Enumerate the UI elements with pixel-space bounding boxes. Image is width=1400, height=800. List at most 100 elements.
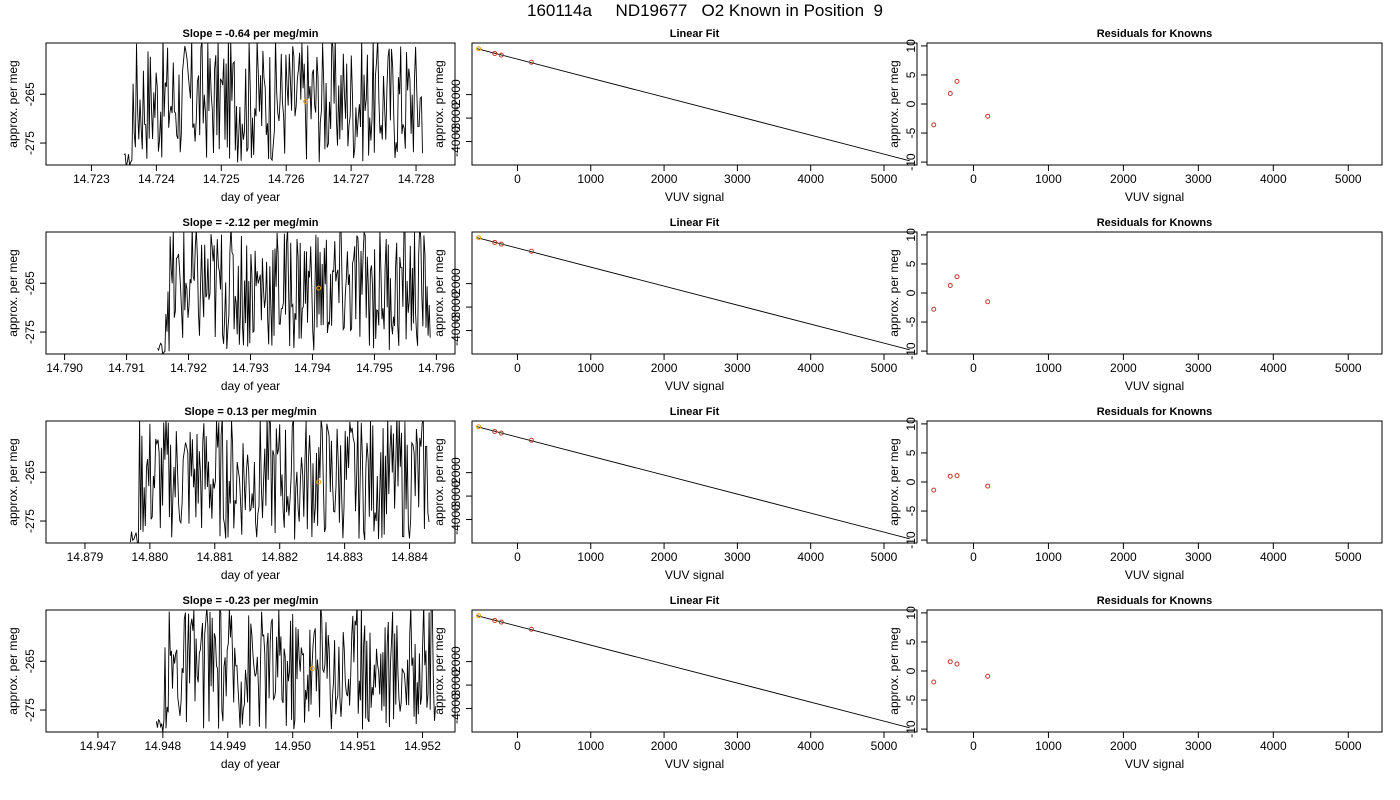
data-point — [985, 673, 991, 679]
x-tick-label: 0 — [970, 739, 977, 753]
panel-1-2: Linear Fit 0 1000 2000 3000 4000 5000 -2000-300… — [432, 28, 918, 204]
plot-frame — [471, 231, 918, 355]
y-tick-label: 5 — [904, 449, 918, 456]
x-tick-label: 2000 — [651, 361, 678, 375]
data-point — [498, 619, 504, 625]
y-tick-label: -10 — [904, 720, 918, 738]
plot-frame — [45, 609, 456, 733]
x-tick-label: 5000 — [871, 739, 898, 753]
data-point — [954, 473, 960, 479]
mean-marker — [316, 479, 322, 485]
x-axis-label: day of year — [221, 757, 280, 771]
x-tick-label: 1000 — [577, 172, 604, 186]
x-tick-label: 3000 — [1185, 172, 1212, 186]
x-tick-label: 3000 — [724, 550, 751, 564]
panel-title: Slope = -2.12 per meg/min — [182, 217, 318, 229]
x-tick-label: 4000 — [1260, 550, 1287, 564]
x-tick-label: 1000 — [1035, 739, 1062, 753]
x-tick-label: 4000 — [797, 361, 824, 375]
x-axis-label: day of year — [221, 568, 280, 582]
y-tick-label: -3000 — [449, 102, 463, 133]
plot-frame — [926, 609, 1383, 733]
panel-4-2: Linear Fit 0 1000 2000 3000 4000 5000 -2000-300… — [432, 595, 918, 771]
data-point — [492, 50, 498, 56]
y-tick-label: 0 — [904, 100, 918, 107]
panel-2-2: Linear Fit 0 1000 2000 3000 4000 5000 -2000-300… — [432, 217, 918, 393]
y-tick-label: -4000 — [449, 504, 463, 535]
y-axis-label: approx. per meg — [432, 249, 446, 336]
data-point — [492, 617, 498, 623]
y-axis-label: approx. per meg — [6, 438, 20, 525]
fit-line — [477, 48, 910, 162]
y-tick-label: 10 — [904, 228, 918, 242]
y-tick-label: -265 — [23, 460, 37, 484]
panel-3-2: Linear Fit 0 1000 2000 3000 4000 5000 -2000-300… — [432, 406, 918, 582]
panel-title: Residuals for Knowns — [1097, 28, 1213, 40]
x-tick-label: 14.949 — [209, 739, 246, 753]
x-tick-label: 14.952 — [404, 739, 441, 753]
panel-title: Residuals for Knowns — [1097, 406, 1213, 418]
trace-line — [129, 421, 430, 543]
data-point — [931, 487, 937, 493]
plot-frame — [926, 420, 1383, 544]
x-tick-label: 0 — [970, 361, 977, 375]
panel-title: Residuals for Knowns — [1097, 595, 1213, 607]
x-tick-label: 14.951 — [339, 739, 376, 753]
y-tick-label: -4000 — [449, 126, 463, 157]
data-point — [528, 59, 534, 65]
y-tick-label: -2000 — [449, 79, 463, 110]
x-tick-label: 14.948 — [145, 739, 182, 753]
panel-title: Residuals for Knowns — [1097, 217, 1213, 229]
data-point — [492, 428, 498, 434]
plot-area — [931, 78, 991, 128]
trace-line — [157, 232, 431, 354]
x-tick-label: 3000 — [724, 172, 751, 186]
data-point — [947, 659, 953, 665]
x-tick-label: 5000 — [871, 172, 898, 186]
x-axis-label: VUV signal — [1125, 379, 1184, 393]
x-axis-label: VUV signal — [1125, 190, 1184, 204]
plot-frame — [926, 42, 1383, 166]
data-point — [985, 483, 991, 489]
x-tick-label: 14.947 — [80, 739, 117, 753]
panel-title: Slope = 0.13 per meg/min — [184, 406, 317, 418]
x-tick-label: 3000 — [724, 361, 751, 375]
x-tick-label: 3000 — [724, 739, 751, 753]
x-axis-label: VUV signal — [665, 190, 724, 204]
x-axis-label: VUV signal — [665, 379, 724, 393]
y-tick-label: 10 — [904, 417, 918, 431]
plot-frame — [45, 420, 456, 544]
y-tick-label: -10 — [904, 153, 918, 171]
y-tick-label: -265 — [23, 271, 37, 295]
data-point — [476, 235, 482, 241]
x-tick-label: 14.724 — [138, 172, 175, 186]
x-tick-label: 0 — [514, 172, 521, 186]
x-tick-label: 3000 — [1185, 739, 1212, 753]
data-point — [528, 437, 534, 443]
mean-marker — [309, 666, 315, 672]
x-axis-label: VUV signal — [665, 757, 724, 771]
data-point — [528, 248, 534, 254]
x-tick-label: 5000 — [1335, 550, 1362, 564]
mean-marker — [303, 99, 309, 105]
x-tick-label: 5000 — [871, 361, 898, 375]
x-tick-label: 3000 — [1185, 550, 1212, 564]
data-point — [931, 306, 937, 312]
fit-line — [477, 237, 910, 351]
y-tick-label: 5 — [904, 71, 918, 78]
y-tick-label: 0 — [904, 478, 918, 485]
data-point — [498, 52, 504, 58]
data-point — [947, 473, 953, 479]
plot-area — [931, 274, 991, 312]
y-axis-label: approx. per meg — [6, 60, 20, 147]
trace-line — [155, 610, 436, 732]
x-tick-label: 14.792 — [170, 361, 207, 375]
x-tick-label: 1000 — [577, 361, 604, 375]
x-tick-label: 4000 — [1260, 739, 1287, 753]
x-tick-label: 4000 — [797, 739, 824, 753]
plot-area — [476, 46, 910, 162]
data-point — [528, 626, 534, 632]
x-tick-label: 0 — [970, 172, 977, 186]
y-tick-label: 0 — [904, 667, 918, 674]
y-axis-label: approx. per meg — [887, 627, 901, 714]
